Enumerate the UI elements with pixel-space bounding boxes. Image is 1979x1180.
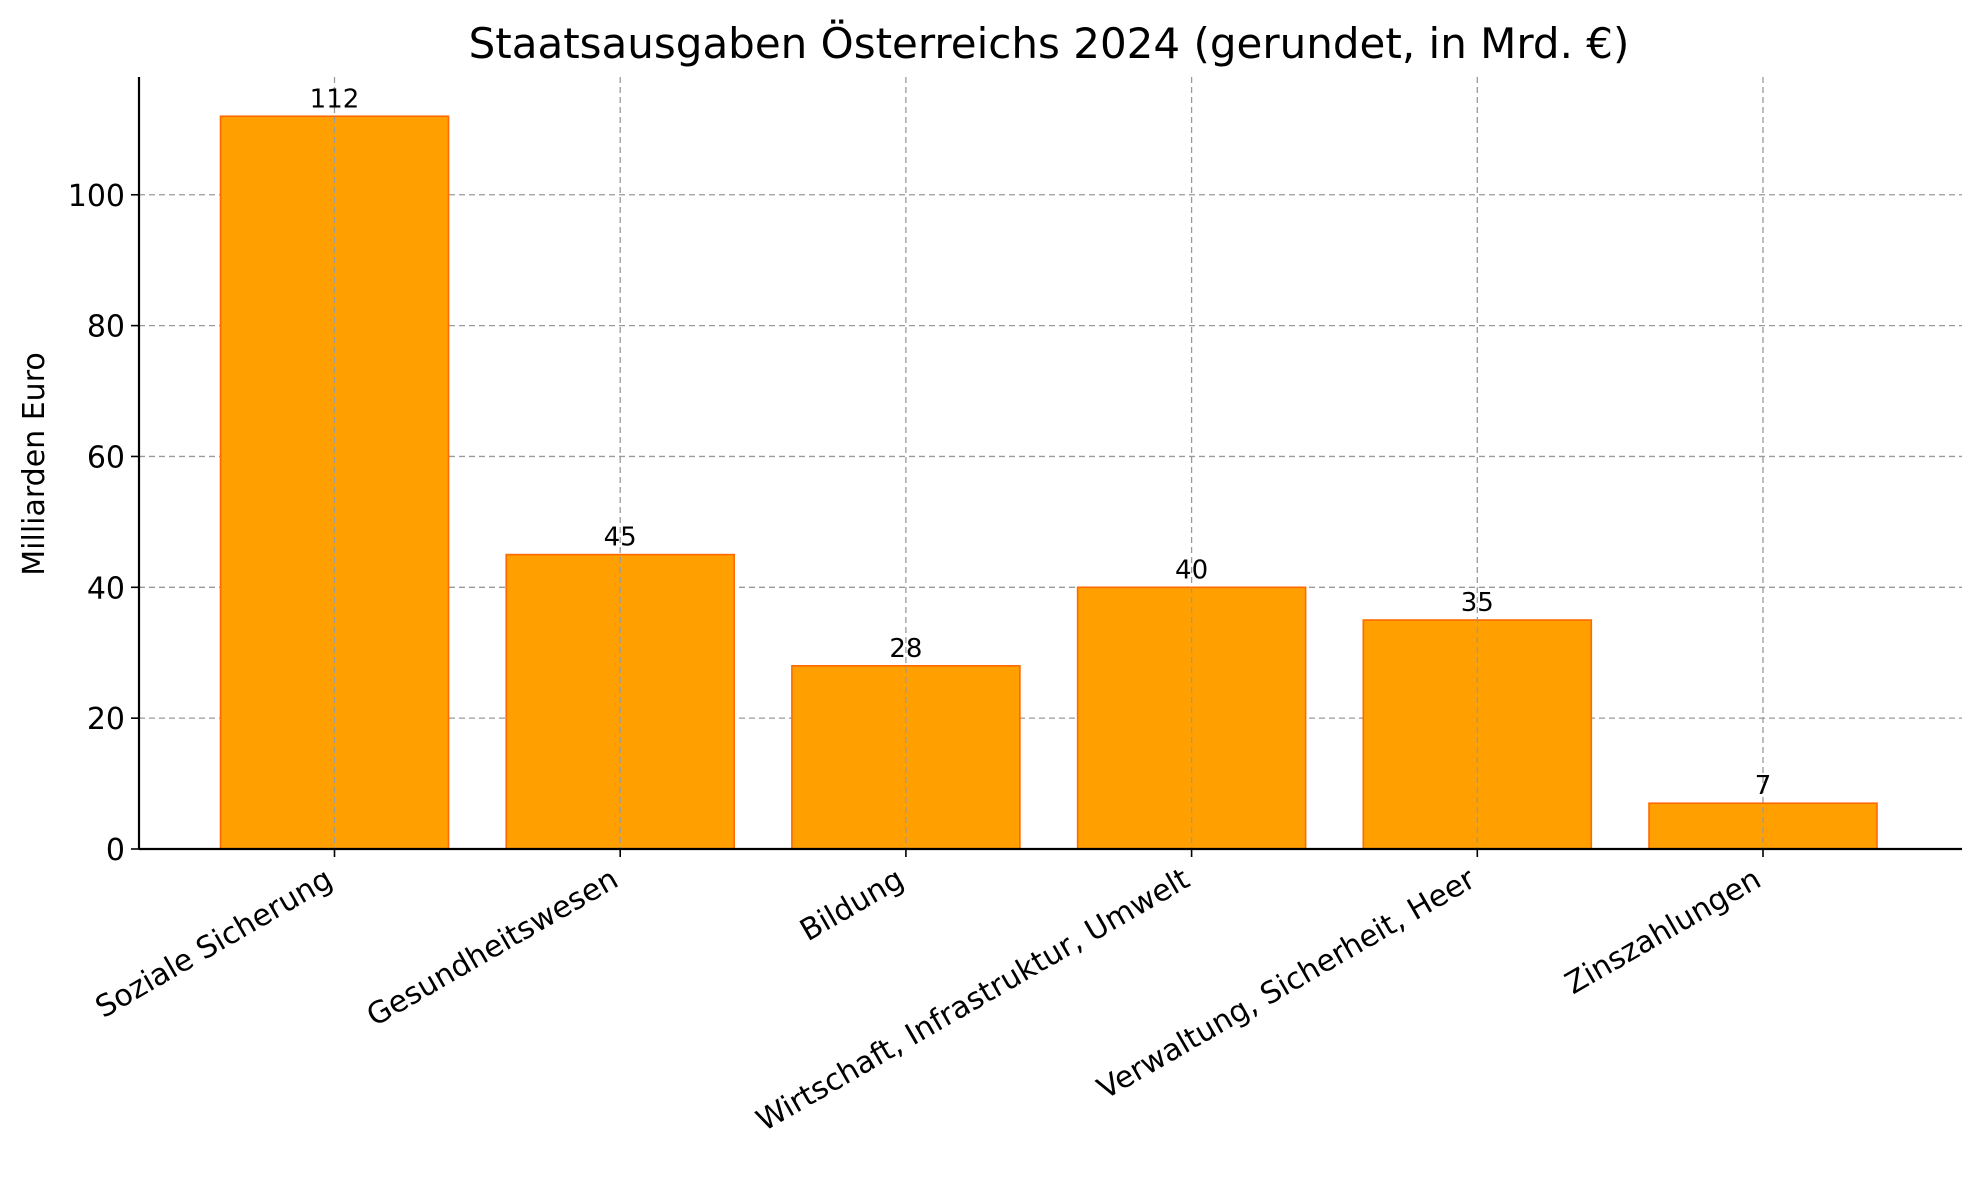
bars-layer (219, 115, 1878, 850)
chart-title: Staatsausgaben Österreichs 2024 (gerunde… (469, 18, 1630, 68)
bar-value-label: 28 (889, 634, 922, 664)
bar (1362, 619, 1593, 850)
y-axis-label: Milliarden Euro (17, 352, 52, 575)
axes-layer (131, 77, 1962, 857)
y-tick-label: 0 (106, 833, 125, 868)
x-tick-label: Zinszahlungen (1559, 862, 1767, 1002)
bar-value-label: 45 (604, 523, 637, 553)
x-tick-label: Wirtschaft, Infrastruktur, Umwelt (751, 862, 1196, 1139)
x-tick-label: Bildung (794, 862, 910, 949)
bar-value-label: 7 (1755, 771, 1772, 801)
bar-value-label: 40 (1175, 555, 1208, 585)
y-tick-label: 80 (87, 310, 125, 345)
x-tick-label: Gesundheitswesen (361, 862, 624, 1034)
y-tick-label: 60 (87, 440, 125, 475)
bar-value-label: 112 (310, 84, 360, 114)
y-tick-label: 20 (87, 702, 125, 737)
y-tick-label: 100 (68, 179, 125, 214)
bar-value-label: 35 (1461, 588, 1494, 618)
x-tick-label: Soziale Sicherung (90, 862, 339, 1026)
y-tick-label: 40 (87, 571, 125, 606)
